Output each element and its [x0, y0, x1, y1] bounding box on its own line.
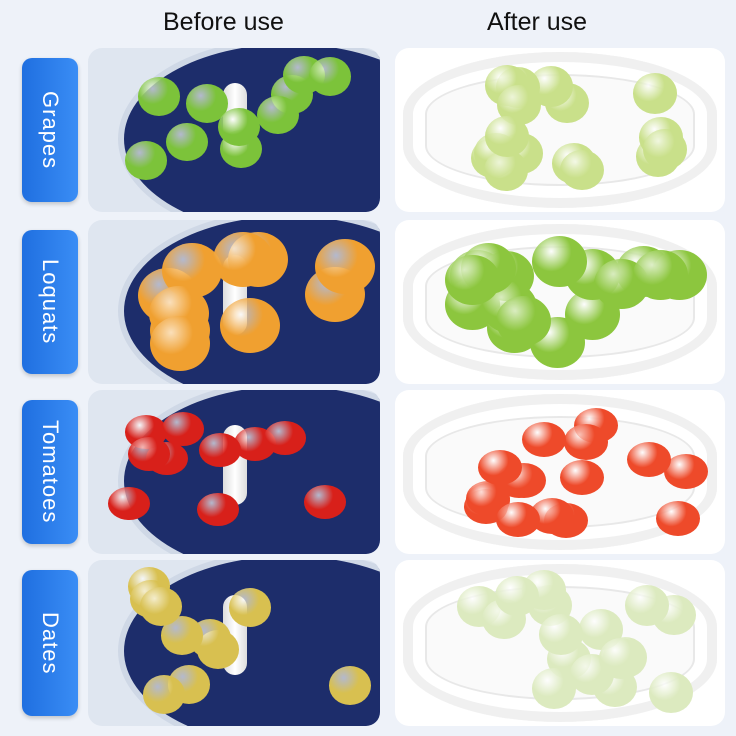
row-label-tomatoes: Tomatoes — [22, 400, 78, 544]
row-label-text: Dates — [38, 611, 63, 675]
fruit — [496, 502, 541, 538]
row-label-text: Tomatoes — [38, 420, 63, 524]
after-use-heading: After use — [487, 8, 588, 36]
fruit — [478, 449, 523, 486]
fruit — [127, 437, 170, 471]
fruit — [264, 421, 307, 455]
row-label-loquats: Loquats — [22, 230, 78, 374]
fruit — [484, 150, 529, 191]
fruit — [314, 239, 375, 295]
after-image-tomatoes — [395, 390, 725, 554]
fruit — [228, 588, 271, 628]
fruit — [218, 107, 260, 147]
fruit — [532, 236, 588, 287]
fruit — [563, 424, 608, 460]
row-label-grapes: Grapes — [22, 58, 78, 202]
fruit — [161, 412, 204, 446]
fruit — [197, 492, 240, 527]
fruit — [625, 585, 670, 626]
fruit — [599, 638, 644, 679]
fruit — [256, 95, 299, 135]
before-image-loquats — [88, 220, 380, 384]
fruit — [308, 56, 351, 96]
fruit — [304, 485, 347, 519]
before-image-dates — [88, 560, 380, 726]
fruit — [165, 122, 208, 162]
before-image-tomatoes — [88, 390, 380, 554]
fruit — [140, 587, 183, 627]
before-use-heading: Before use — [163, 8, 284, 36]
fruit — [559, 149, 604, 190]
fruit — [633, 73, 678, 114]
fruit — [531, 668, 576, 709]
after-image-dates — [395, 560, 725, 726]
fruit — [150, 315, 211, 372]
fruit — [485, 116, 530, 157]
fruit — [656, 501, 701, 537]
fruit — [495, 575, 540, 617]
before-image-grapes — [88, 48, 380, 212]
fruit — [445, 254, 501, 306]
fruit — [522, 421, 567, 457]
fruit — [496, 295, 552, 347]
after-image-loquats — [395, 220, 725, 384]
row-label-dates: Dates — [22, 570, 78, 716]
fruit — [649, 672, 694, 713]
fruit — [539, 614, 584, 655]
fruit — [663, 454, 708, 490]
fruit — [560, 460, 605, 496]
fruit — [219, 297, 280, 353]
row-label-text: Grapes — [38, 90, 63, 170]
fruit — [138, 77, 181, 116]
fruit — [124, 141, 167, 180]
fruit — [627, 441, 672, 478]
fruit — [212, 232, 273, 288]
after-image-grapes — [395, 48, 725, 212]
fruit — [642, 129, 687, 170]
fruit — [328, 666, 371, 705]
fruit — [142, 675, 185, 714]
fruit — [199, 433, 242, 468]
fruit — [108, 486, 151, 521]
row-label-text: Loquats — [38, 259, 63, 345]
fruit — [632, 249, 688, 301]
